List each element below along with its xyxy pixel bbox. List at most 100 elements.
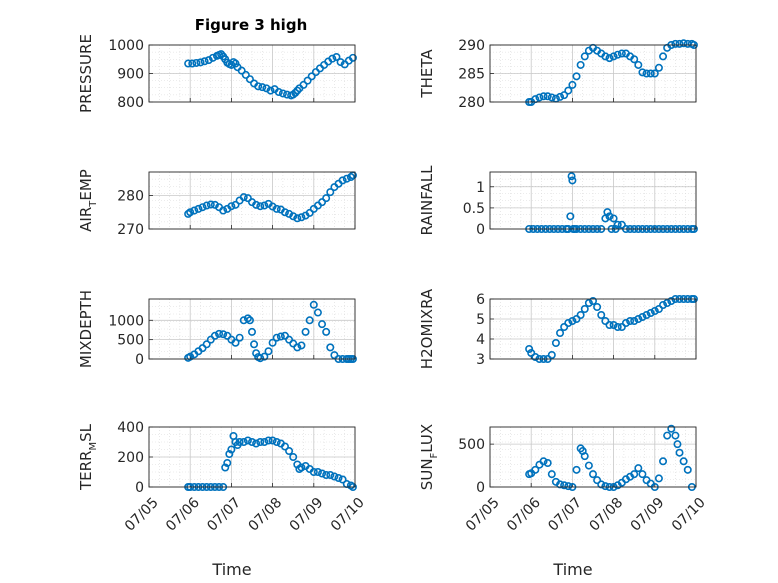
x-tick-label: 07/07 xyxy=(545,495,585,535)
data-point xyxy=(266,86,275,95)
data-point xyxy=(194,204,203,213)
data-point xyxy=(243,194,252,203)
data-point xyxy=(235,333,244,342)
data-point xyxy=(260,352,269,361)
data-point xyxy=(248,327,257,336)
data-point xyxy=(568,316,577,325)
data-point xyxy=(245,316,254,325)
data-point xyxy=(276,332,285,341)
x-tick-label: 07/09 xyxy=(287,495,327,535)
x-tick-label: 07/08 xyxy=(586,495,626,535)
data-point xyxy=(252,439,261,448)
data-point xyxy=(262,84,271,93)
data-point xyxy=(297,341,306,350)
data-point xyxy=(252,200,261,209)
y-tick-label: 0 xyxy=(135,352,144,368)
y-tick-label: 280 xyxy=(458,95,485,111)
data-point xyxy=(683,465,692,474)
data-point xyxy=(318,320,327,329)
data-point xyxy=(671,39,680,48)
data-point xyxy=(313,467,322,476)
data-point xyxy=(580,304,589,313)
data-point xyxy=(564,318,573,327)
y-tick-label: 0 xyxy=(476,480,485,496)
data-point xyxy=(223,458,232,467)
data-point xyxy=(634,464,643,473)
data-point xyxy=(272,333,281,342)
data-point xyxy=(601,52,610,61)
data-point xyxy=(638,470,647,479)
data-point xyxy=(289,452,298,461)
data-point xyxy=(202,201,211,210)
data-point xyxy=(675,448,684,457)
data-point xyxy=(338,475,347,484)
y-tick-label: 900 xyxy=(117,67,144,83)
data-point xyxy=(196,58,205,67)
data-point xyxy=(543,458,552,467)
x-tick-label: 07/07 xyxy=(204,495,244,535)
y-tick-label: 4 xyxy=(476,332,485,348)
data-point xyxy=(268,338,277,347)
data-point xyxy=(200,57,209,66)
data-point xyxy=(547,93,556,102)
data-point xyxy=(650,306,659,315)
data-point xyxy=(663,298,672,307)
data-point xyxy=(617,220,626,229)
data-point xyxy=(215,329,224,338)
y-axis-label: SUNFLUX xyxy=(418,424,440,490)
data-point xyxy=(638,312,647,321)
data-point xyxy=(231,338,240,347)
y-tick-label: 0 xyxy=(476,222,485,238)
axes-frame xyxy=(148,171,356,230)
data-point xyxy=(588,296,597,305)
data-point xyxy=(227,202,236,211)
data-point xyxy=(313,308,322,317)
data-point xyxy=(568,176,577,185)
subplot-3: 270 280 AIRTEMP xyxy=(77,169,357,238)
data-point xyxy=(330,472,339,481)
y-tick-label: 280 xyxy=(117,188,144,204)
data-point xyxy=(531,352,540,361)
data-point xyxy=(609,320,618,329)
data-point xyxy=(245,75,254,84)
data-point xyxy=(241,70,250,79)
data-point xyxy=(204,56,213,65)
x-tick-label: 07/10 xyxy=(669,495,709,535)
data-point xyxy=(326,470,335,479)
data-point xyxy=(675,39,684,48)
data-point xyxy=(547,470,556,479)
data-point xyxy=(248,437,257,446)
data-point xyxy=(593,476,602,485)
data-point xyxy=(307,72,316,81)
data-point xyxy=(605,54,614,63)
data-point xyxy=(630,316,639,325)
data-point xyxy=(256,202,265,211)
data-point xyxy=(617,322,626,331)
data-point xyxy=(525,344,534,353)
data-point xyxy=(243,314,252,323)
data-point xyxy=(318,469,327,478)
y-tick-label: 285 xyxy=(458,67,485,83)
y-tick-label: 3 xyxy=(476,352,485,368)
data-point xyxy=(198,203,207,212)
data-point xyxy=(527,348,536,357)
data-point xyxy=(564,482,573,491)
data-point xyxy=(601,316,610,325)
y-tick-label: 5 xyxy=(476,312,485,328)
data-point xyxy=(237,66,246,75)
data-point xyxy=(239,437,248,446)
data-point xyxy=(258,83,267,92)
y-axis-label: AIRTEMP xyxy=(77,169,99,232)
subplot-5: 0 500 1000 MIXDEPTH xyxy=(77,290,357,368)
data-point xyxy=(309,467,318,476)
data-point xyxy=(231,200,240,209)
data-point xyxy=(654,474,663,483)
data-point xyxy=(221,463,230,472)
data-point xyxy=(268,436,277,445)
data-point xyxy=(192,58,201,67)
data-point xyxy=(638,68,647,77)
y-tick-label: 500 xyxy=(458,437,485,453)
data-point xyxy=(285,446,294,455)
data-point xyxy=(667,296,676,305)
